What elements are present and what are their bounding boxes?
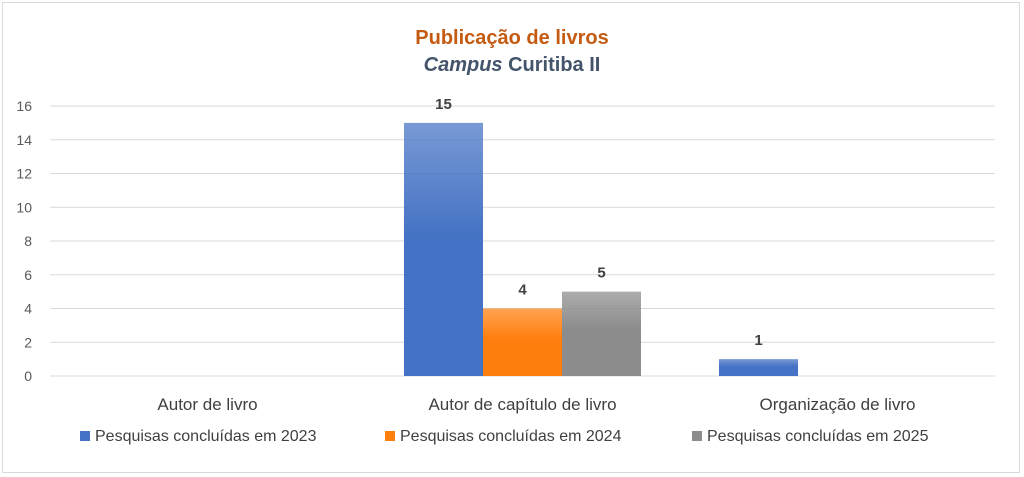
data-labels: 15 4 5 1 xyxy=(435,96,763,349)
chart-subtitle-italic: Campus xyxy=(423,54,503,76)
x-axis-ticks: Autor de livro Autor de capítulo de livro… xyxy=(157,395,915,414)
legend-swatch xyxy=(385,431,395,441)
y-tick-label: 12 xyxy=(16,166,32,182)
data-label: 1 xyxy=(754,332,762,349)
y-axis-ticks: 0 2 4 6 8 10 12 14 16 xyxy=(16,98,32,384)
y-tick-label: 2 xyxy=(24,334,32,350)
chart-subtitle: Campus Curitiba II xyxy=(3,51,1021,79)
gridlines xyxy=(50,105,995,377)
data-label: 4 xyxy=(518,282,527,299)
title-block: Publicação de livros Campus Curitiba II xyxy=(3,25,1021,79)
data-label: 5 xyxy=(597,265,605,282)
y-tick-label: 10 xyxy=(16,199,32,215)
bar xyxy=(404,122,483,376)
legend: Pesquisas concluídas em 2023 Pesquisas co… xyxy=(80,428,929,445)
y-tick-label: 0 xyxy=(24,368,32,384)
data-label: 15 xyxy=(435,96,452,113)
bars xyxy=(404,122,798,376)
y-tick-label: 8 xyxy=(24,233,32,249)
x-tick-label: Organização de livro xyxy=(760,395,916,414)
chart-title: Publicação de livros xyxy=(415,27,609,49)
y-tick-label: 16 xyxy=(16,98,32,114)
y-tick-label: 6 xyxy=(24,267,32,283)
chart-subtitle-rest: Curitiba II xyxy=(502,54,601,76)
y-tick-label: 4 xyxy=(24,301,32,317)
legend-label: Pesquisas concluídas em 2024 xyxy=(400,428,622,445)
bar xyxy=(562,291,641,376)
legend-label: Pesquisas concluídas em 2023 xyxy=(95,428,317,445)
x-tick-label: Autor de capítulo de livro xyxy=(428,395,616,414)
y-tick-label: 14 xyxy=(16,132,32,148)
x-tick-label: Autor de livro xyxy=(157,395,257,414)
legend-swatch xyxy=(692,431,702,441)
bar xyxy=(719,359,798,376)
legend-label: Pesquisas concluídas em 2025 xyxy=(707,428,929,445)
legend-swatch xyxy=(80,431,90,441)
bar xyxy=(483,308,562,376)
